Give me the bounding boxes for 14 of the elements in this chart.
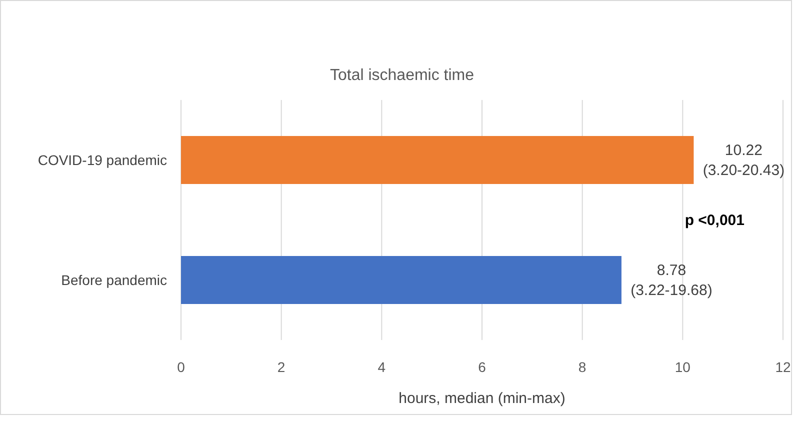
chart-title: Total ischaemic time: [330, 67, 474, 84]
data-label: 10.22 (3.20-20.43): [702, 142, 785, 179]
x-tick-label: 2: [277, 359, 286, 375]
x-tick-label: 12: [775, 359, 791, 375]
x-tick-label: 6: [478, 359, 486, 375]
y-tick-label: COVID-19 pandemic: [38, 152, 167, 168]
data-label: 8.78 (3.22-19.68): [630, 262, 712, 299]
y-tick-label: Before pandemic: [61, 272, 167, 288]
x-tick-label: 10: [674, 359, 691, 375]
x-tick-label: 4: [378, 359, 386, 375]
x-tick-label: 0: [177, 359, 186, 375]
x-tick-label: 8: [578, 359, 586, 375]
annotation: p <0,001: [684, 212, 744, 229]
x-axis-title: hours, median (min-max): [398, 390, 566, 407]
